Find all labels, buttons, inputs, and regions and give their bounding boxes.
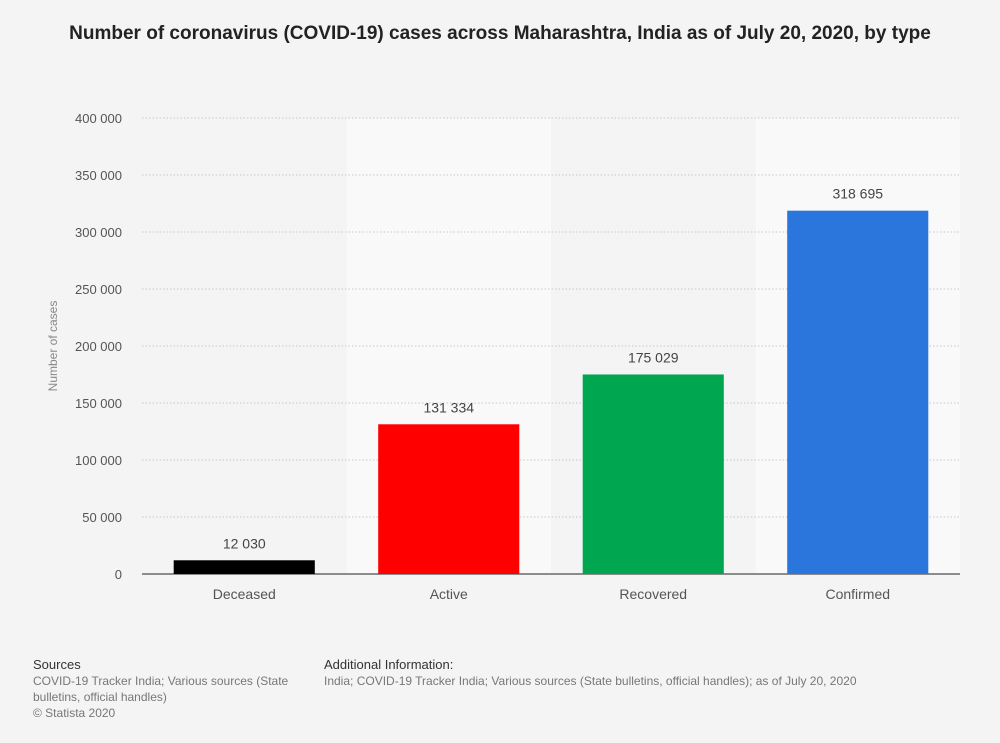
y-tick-label: 250 000 (75, 282, 122, 297)
bar-recovered (582, 374, 724, 574)
x-tick-label: Recovered (619, 586, 687, 602)
sources-text: COVID-19 Tracker India; Various sources … (33, 674, 289, 704)
x-tick-label: Confirmed (825, 586, 890, 602)
bar-active (378, 424, 520, 574)
sources-heading: Sources (33, 657, 81, 672)
bar-chart: 0 50 000 100 000 150 000 200 000 250 000 300 0… (46, 111, 960, 602)
bar-deceased (173, 560, 315, 574)
y-tick-label: 300 000 (75, 225, 122, 240)
chart-title: Number of coronavirus (COVID-19) cases a… (69, 23, 931, 44)
additional-info-block: Additional Information: India; COVID-19 … (324, 657, 944, 689)
y-tick-label: 400 000 (75, 111, 122, 126)
data-label: 131 334 (423, 399, 474, 415)
bars (173, 210, 929, 575)
additional-info-heading: Additional Information: (324, 657, 454, 672)
y-tick-label: 0 (115, 567, 122, 582)
sources-block: Sources COVID-19 Tracker India; Various … (33, 657, 313, 721)
data-label: 175 029 (628, 349, 679, 365)
y-axis-ticks: 0 50 000 100 000 150 000 200 000 250 000 300 0… (75, 111, 122, 582)
x-tick-label: Deceased (213, 586, 276, 602)
copyright: © Statista 2020 (33, 706, 116, 720)
data-label: 318 695 (832, 186, 883, 202)
x-tick-label: Active (430, 586, 468, 602)
y-axis-label: Number of cases (46, 301, 60, 392)
x-axis-ticks: Deceased Active Recovered Confirmed (213, 586, 890, 602)
y-tick-label: 350 000 (75, 168, 122, 183)
y-tick-label: 100 000 (75, 453, 122, 468)
data-labels: 12 030 131 334 175 029 318 695 (223, 186, 883, 552)
y-tick-label: 150 000 (75, 396, 122, 411)
bar-confirmed (787, 210, 929, 575)
y-tick-label: 200 000 (75, 339, 122, 354)
additional-info-text: India; COVID-19 Tracker India; Various s… (324, 674, 857, 688)
data-label: 12 030 (223, 535, 266, 551)
y-tick-label: 50 000 (82, 510, 122, 525)
